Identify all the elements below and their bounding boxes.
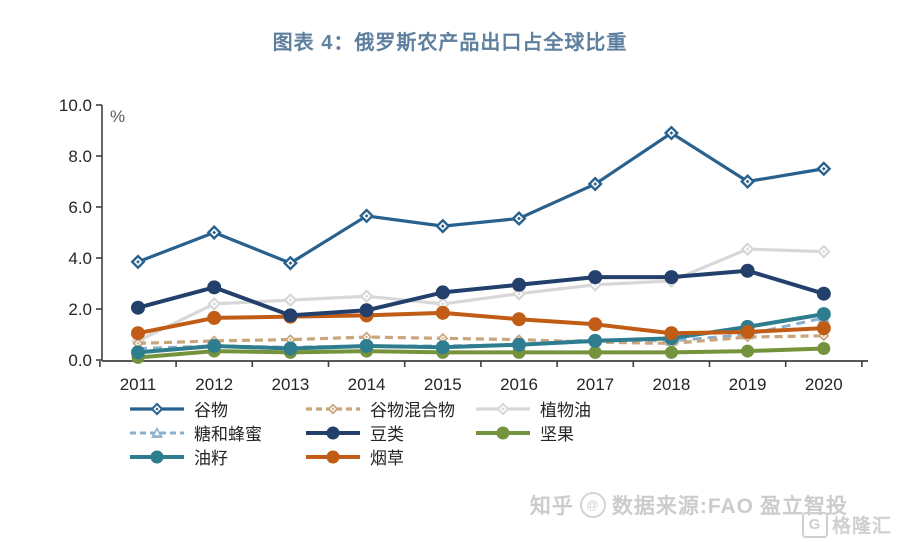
x-tick-label: 2019	[729, 375, 767, 394]
series-line	[137, 316, 825, 351]
x-tick-label: 2020	[805, 375, 843, 394]
gelonghui-logo-label: 格隆汇	[831, 516, 892, 537]
data-point-marker	[283, 308, 298, 323]
legend-item-label: 油籽	[194, 449, 228, 468]
data-point-marker	[359, 303, 374, 318]
legend-swatch	[306, 426, 360, 439]
data-point-marker	[512, 337, 526, 352]
data-point-marker	[816, 321, 831, 336]
series-line	[137, 334, 824, 346]
data-source-label: 数据来源:FAO	[611, 495, 754, 518]
legend-item: 植物油	[474, 398, 591, 420]
y-tick-label: 2.0	[68, 300, 92, 319]
legend-item-label: 烟草	[370, 449, 404, 468]
legend-item: 糖和蜂蜜	[128, 422, 304, 444]
data-point-marker	[816, 286, 831, 301]
data-point-marker	[435, 305, 450, 320]
brand-logo: G 格隆汇	[801, 511, 892, 538]
x-tick-label: 2013	[271, 375, 309, 394]
series-烟草	[131, 305, 831, 341]
legend-item-label: 豆类	[370, 425, 404, 444]
data-point-marker	[664, 345, 678, 359]
zhihu-watermark-label: 知乎	[529, 495, 574, 518]
x-tick-label: 2017	[576, 375, 614, 394]
legend-item-label: 谷物	[194, 401, 228, 420]
legend-swatch	[130, 426, 184, 438]
data-point-marker	[150, 450, 164, 463]
legend-swatch	[306, 403, 360, 414]
x-tick-label: 2015	[424, 375, 462, 394]
legend-item: 油籽	[128, 446, 304, 468]
data-point-marker	[207, 338, 222, 353]
legend-item-label: 植物油	[540, 401, 591, 420]
data-point-marker	[283, 341, 298, 356]
x-tick-label: 2014	[348, 375, 386, 394]
data-point-marker	[131, 300, 145, 315]
data-point-marker	[207, 310, 222, 325]
x-tick-label: 2012	[195, 375, 233, 394]
data-point-marker	[741, 344, 755, 358]
chart-legend: 谷物 谷物混合物 植物油糖和蜂蜜 豆类 坚果油籽 烟草	[128, 398, 591, 468]
y-unit-label: %	[110, 107, 125, 126]
series-line	[137, 247, 824, 343]
data-point-marker	[664, 326, 679, 341]
data-point-marker	[588, 345, 602, 359]
series-line	[137, 346, 824, 360]
legend-item-label: 谷物混合物	[370, 401, 455, 420]
legend-item: 谷物	[128, 398, 304, 420]
y-tick-label: 0.0	[68, 351, 92, 370]
y-tick-label: 6.0	[68, 198, 92, 217]
legend-item: 坚果	[474, 422, 591, 444]
legend-item-label: 糖和蜂蜜	[194, 425, 262, 444]
data-point-marker	[435, 285, 450, 300]
legend-swatch	[130, 402, 184, 415]
data-point-marker	[740, 324, 755, 339]
data-point-marker	[131, 326, 145, 341]
series-line	[137, 310, 824, 336]
zhihu-avatar-icon: @	[579, 492, 606, 518]
y-tick-label: 10.0	[59, 96, 92, 115]
legend-item: 谷物混合物	[304, 398, 474, 420]
data-point-marker	[816, 307, 831, 322]
data-point-marker	[359, 338, 374, 353]
gelonghui-logo-icon: G	[801, 511, 828, 538]
series-谷物	[130, 125, 832, 271]
series-line	[137, 268, 825, 318]
data-point-marker	[131, 345, 145, 360]
legend-swatch	[306, 450, 360, 463]
y-tick-label: 4.0	[68, 249, 92, 268]
data-point-marker	[207, 280, 222, 295]
legend-item-label: 坚果	[540, 425, 574, 444]
watermark: 知乎 @ 数据来源:FAO 盈立智投	[530, 490, 848, 520]
data-point-marker	[435, 340, 450, 355]
data-point-marker	[512, 277, 526, 292]
data-point-marker	[512, 312, 526, 327]
series-豆类	[131, 263, 831, 323]
data-point-marker	[588, 333, 603, 348]
x-tick-label: 2016	[500, 375, 538, 394]
chart-title: 图表 4：俄罗斯农产品出口占全球比重	[272, 32, 628, 54]
legend-swatch	[476, 426, 530, 439]
legend-swatch	[130, 450, 184, 463]
data-point-marker	[817, 342, 831, 356]
data-point-marker	[326, 426, 340, 439]
x-tick-label: 2011	[120, 375, 157, 394]
data-point-marker	[664, 270, 679, 285]
x-tick-label: 2018	[652, 375, 690, 394]
legend-item: 烟草	[304, 446, 474, 468]
y-tick-label: 8.0	[68, 147, 92, 166]
legend-item: 豆类	[304, 422, 474, 444]
legend-swatch	[476, 402, 530, 415]
data-point-marker	[588, 317, 603, 332]
data-point-marker	[496, 426, 510, 439]
data-point-marker	[326, 450, 340, 463]
data-point-marker	[588, 270, 603, 285]
data-point-marker	[740, 263, 755, 278]
series-line	[137, 131, 825, 265]
